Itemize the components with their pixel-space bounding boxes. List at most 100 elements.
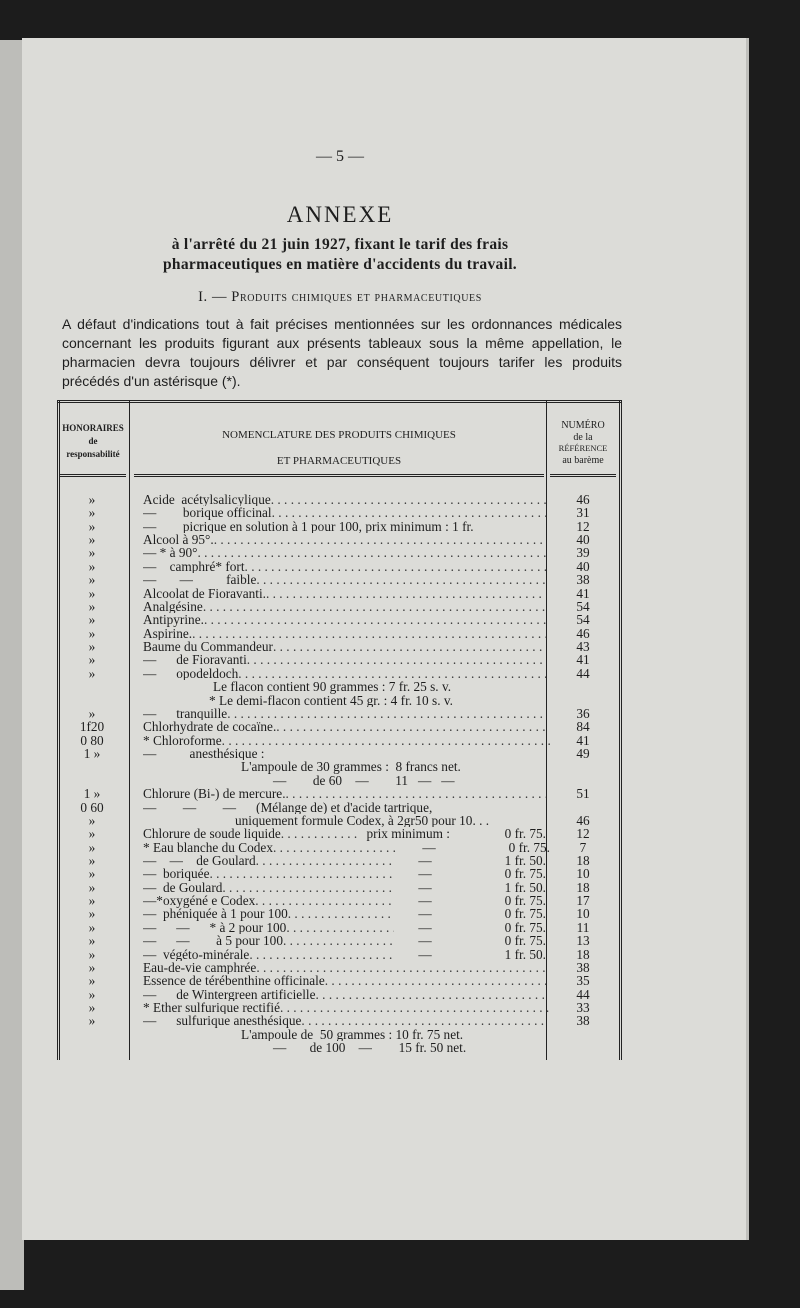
product-name: * Ether sulfurique rectifié xyxy=(143,1001,280,1015)
product-cell: * Ether sulfurique rectifié xyxy=(143,1001,550,1014)
reference-number: 38 xyxy=(576,959,590,975)
table-row: » — phéniquée à 1 pour 100 — 0 fr. 75. 10 xyxy=(58,906,621,922)
table-row: » Analgésine 54 xyxy=(58,600,621,614)
reference-number: 41 xyxy=(576,585,590,601)
section-heading: I. — Produits chimiques et pharmaceutiqu… xyxy=(198,289,482,305)
reference-number: 51 xyxy=(576,786,590,802)
price-table: HONORAIRES de responsabilité NOMENCLATUR… xyxy=(57,400,622,1060)
product-cell: Chlorure (Bi-) de mercure. xyxy=(143,787,546,800)
dot-leader xyxy=(214,533,546,546)
dot-leader xyxy=(209,867,394,880)
product-cell: — de 60 — 11 — — xyxy=(143,774,546,787)
product-cell: — tranquille xyxy=(143,707,546,720)
reference-number: 43 xyxy=(576,639,590,655)
price-dash: prix minimum : xyxy=(366,827,450,841)
table-left-border xyxy=(57,400,60,1060)
product-cell: Alcoolat de Fioravanti. xyxy=(143,587,546,600)
reference-number: 39 xyxy=(576,545,590,561)
table-row: » — sulfurique anesthésique 38 xyxy=(58,1014,621,1028)
table-row: » —*oxygéné e Codex — 0 fr. 75. 17 xyxy=(58,894,621,908)
product-name: — * à 90° xyxy=(143,546,198,560)
product-cell: * Eau blanche du Codex — 0 fr. 75. xyxy=(143,841,550,854)
honoraires-cell: » xyxy=(88,612,96,628)
product-cell: — végéto-minérale — 1 fr. 50. xyxy=(143,948,546,961)
reference-number: 40 xyxy=(576,558,590,574)
table-row: » — de Fioravanti 41 xyxy=(58,652,621,668)
subtitle-line-1: à l'arrêté du 21 juin 1927, fixant le ta… xyxy=(171,236,509,253)
dot-leader xyxy=(256,573,546,586)
product-cell: — * à 90° xyxy=(143,546,546,559)
dot-leader xyxy=(245,560,546,573)
header-text: ET PHARMACEUTIQUES xyxy=(276,455,402,467)
header-text: RÉFÉRENCE xyxy=(558,443,608,453)
product-name: Antipyrine. xyxy=(143,613,204,627)
table-row: » — — à 5 pour 100 — 0 fr. 75. 13 xyxy=(58,934,621,948)
dot-leader xyxy=(203,600,546,613)
reference-number: 31 xyxy=(576,505,590,521)
minimum-price: 1 fr. 50. xyxy=(504,947,546,961)
reference-number: 7 xyxy=(579,839,587,855)
product-cell: Acide acétylsalicylique xyxy=(143,493,546,506)
table-row: » Aspirine. 46 xyxy=(58,625,621,641)
honoraires-cell: » xyxy=(88,545,96,561)
dot-leader xyxy=(316,988,546,1001)
dot-leader xyxy=(222,881,394,894)
product-name: Analgésine xyxy=(143,599,203,614)
subtitle-line-2: pharmaceutiques en matière d'accidents d… xyxy=(163,256,517,273)
header-nomenclature: NOMENCLATURE DES PRODUITS CHIMIQUES ET P… xyxy=(132,422,546,474)
honoraires-cell: » xyxy=(88,625,96,641)
reference-number: 12 xyxy=(576,518,590,534)
product-name: — picrique en solution à 1 pour 100, pri… xyxy=(143,519,474,534)
table-row: » Antipyrine. 54 xyxy=(58,612,621,628)
product-name: uniquement formule Codex, à 2gr50 pour 1… xyxy=(235,813,490,828)
product-cell: Analgésine xyxy=(143,600,546,613)
dot-leader xyxy=(256,961,546,974)
product-cell: Essence de térébenthine officinale xyxy=(143,974,546,987)
table-row: » — borique officinal 31 xyxy=(58,505,621,521)
table-right-border xyxy=(619,400,622,1060)
dot-leader xyxy=(249,948,394,961)
header-rule xyxy=(60,474,126,477)
dot-leader xyxy=(222,734,550,747)
column-divider xyxy=(129,400,130,1060)
header-text: NOMENCLATURE DES PRODUITS CHIMIQUES xyxy=(222,429,456,441)
header-text: NUMÉRO xyxy=(561,420,605,431)
dot-leader xyxy=(271,493,546,506)
product-name: — borique officinal xyxy=(143,506,272,520)
reference-number: 46 xyxy=(576,812,590,828)
table-row: 0 60 — — — (Mélange de) et d'acide tartri… xyxy=(58,799,621,815)
product-name: — — de Goulard xyxy=(143,853,256,868)
product-cell: Antipyrine. xyxy=(143,613,546,626)
dot-leader xyxy=(256,854,394,867)
dot-leader xyxy=(325,974,546,987)
table-row: » — — de Goulard — 1 fr. 50. 18 xyxy=(58,853,621,868)
product-cell: Eau-de-vie camphrée xyxy=(143,961,546,974)
honoraires-cell: » xyxy=(88,652,96,668)
price-dash: — xyxy=(418,894,432,908)
table-row: Le flacon contient 90 grammes : 7 fr. 25… xyxy=(58,680,621,693)
product-name: Chlorure de soude liquide xyxy=(143,827,281,841)
product-cell: Baume du Commandeur xyxy=(143,640,546,653)
honoraires-cell: » xyxy=(88,532,96,548)
product-name: — de Wintergreen artificielle xyxy=(143,987,316,1002)
dot-leader xyxy=(280,1001,550,1014)
product-cell: — — * à 2 pour 100 — 0 fr. 75. xyxy=(143,921,546,934)
reference-number: 46 xyxy=(576,625,590,641)
table-row: L'ampoule de 30 grammes : 8 francs net. xyxy=(58,760,621,773)
dot-leader xyxy=(301,1014,546,1027)
honoraires-cell: » xyxy=(88,906,96,922)
price-dash: — xyxy=(422,840,436,855)
product-cell: — opodeldoch xyxy=(143,667,546,680)
product-cell: — camphré* fort xyxy=(143,560,546,573)
table-top-rule xyxy=(58,400,621,403)
table-row: » — boriquée — 0 fr. 75. 10 xyxy=(58,867,621,881)
dot-leader xyxy=(283,934,394,947)
honoraires-cell: 0 60 xyxy=(80,799,104,815)
dot-leader xyxy=(192,627,546,640)
table-row: » Alcool à 95°. 40 xyxy=(58,532,621,548)
honoraires-cell: » xyxy=(88,705,96,721)
product-cell: — de Wintergreen artificielle xyxy=(143,988,546,1001)
table-row: » Chlorure de soude liquide prix minimum :… xyxy=(58,827,621,841)
product-name: * Eau blanche du Codex xyxy=(143,840,273,855)
product-cell: — sulfurique anesthésique xyxy=(143,1014,546,1027)
